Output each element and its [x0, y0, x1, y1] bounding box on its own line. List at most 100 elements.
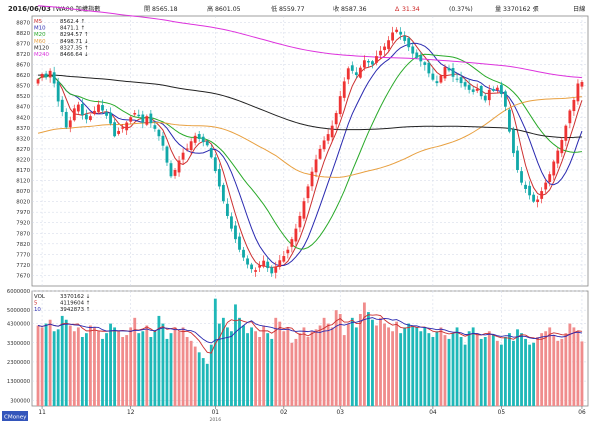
volume-bar — [548, 327, 552, 406]
candle — [383, 43, 386, 56]
candle — [330, 120, 334, 143]
candle — [576, 79, 580, 105]
price-tick-label: 8070 — [16, 189, 30, 195]
candle — [52, 66, 56, 88]
header-open-label: 開 — [144, 6, 150, 13]
candle — [540, 187, 544, 204]
candle — [282, 250, 286, 263]
volume-bar — [346, 323, 350, 406]
volume-legend-name: 10 — [34, 307, 41, 313]
volume-bar — [375, 325, 378, 406]
candle — [475, 83, 479, 94]
candle — [44, 70, 48, 80]
volume-legend-name: VOL — [34, 294, 45, 300]
candle — [487, 84, 491, 106]
volume-bar — [141, 331, 145, 406]
volume-bar — [338, 314, 342, 406]
candle — [552, 159, 556, 181]
volume-bar — [419, 331, 423, 406]
candle — [246, 255, 249, 269]
volume-bar — [395, 321, 399, 406]
ma240-line — [38, 5, 582, 79]
volume-ma10-line — [37, 317, 583, 344]
volume-bar — [36, 325, 40, 406]
candle — [431, 68, 435, 82]
price-tick-label: 7820 — [16, 242, 30, 248]
price-legend-name: M5 — [34, 19, 42, 25]
price-candles — [36, 26, 584, 279]
candle — [318, 144, 322, 161]
candle — [419, 51, 423, 67]
price-tick-label: 8620 — [16, 73, 30, 79]
candle — [524, 181, 527, 193]
candle — [298, 211, 302, 233]
volume-bar — [137, 333, 141, 406]
volume-bar — [451, 333, 455, 406]
volume-bar — [427, 333, 431, 406]
volume-bar — [556, 340, 560, 406]
volume-bar — [403, 327, 407, 406]
volume-bar — [399, 333, 403, 406]
volume-bar — [185, 337, 189, 406]
price-tick-label: 7770 — [16, 252, 30, 258]
price-tick-label: 7670 — [16, 273, 30, 279]
volume-bar — [149, 337, 153, 406]
price-legend-name: M120 — [34, 45, 50, 51]
volume-bar — [407, 323, 411, 406]
candle — [346, 66, 350, 85]
volume-bar — [423, 327, 427, 406]
candle — [161, 131, 165, 151]
candle — [117, 127, 121, 136]
candle — [463, 78, 467, 90]
price-legend-name: M20 — [34, 32, 46, 38]
candle — [508, 108, 511, 134]
candle — [193, 132, 197, 146]
candle — [471, 86, 475, 95]
volume-bar — [516, 329, 519, 406]
volume-bar — [213, 298, 217, 406]
candle — [189, 138, 193, 155]
volume-bar — [302, 327, 306, 406]
volume-bar — [113, 327, 117, 406]
volume-legend-name: 5 — [34, 300, 37, 306]
candle — [564, 124, 568, 147]
volume-bar — [64, 319, 68, 406]
candle — [169, 160, 173, 179]
candle — [290, 236, 294, 253]
volume-bar — [431, 337, 435, 406]
volume-bar — [415, 327, 419, 406]
candle — [48, 68, 52, 83]
price-legend-value: 8498.71 ↓ — [60, 39, 89, 45]
volume-bar — [153, 331, 157, 406]
ma20-line — [37, 53, 583, 250]
x-year-label: 2016 — [209, 417, 221, 423]
volume-bar — [97, 331, 100, 406]
candle — [133, 110, 137, 117]
candle — [153, 120, 157, 132]
price-panel: 8870 8820 8770 8720 8670 8620 8570 8520 8470 8420… — [16, 5, 589, 287]
volume-bar — [286, 327, 290, 406]
volume-bar — [169, 333, 173, 406]
candle — [185, 143, 189, 152]
price-tick-label: 8670 — [16, 63, 30, 69]
volume-bar — [330, 327, 334, 406]
volume-bar — [580, 341, 584, 406]
candle — [395, 27, 399, 34]
x-tick-label: 04 — [429, 410, 437, 416]
candle — [435, 75, 439, 87]
volume-bar — [391, 331, 395, 406]
volume-bar — [201, 358, 205, 406]
volume-bar — [242, 325, 245, 406]
candle — [266, 257, 270, 272]
candle — [499, 81, 503, 98]
candle — [113, 118, 117, 138]
candle — [427, 59, 431, 78]
volume-bar — [483, 337, 487, 406]
volume-bar — [435, 331, 439, 406]
candle — [205, 139, 209, 147]
candle — [230, 212, 233, 232]
candle — [310, 167, 314, 191]
volume-bar — [250, 327, 253, 406]
candle — [250, 262, 253, 273]
header-close-value: 8587.36 — [341, 6, 367, 13]
